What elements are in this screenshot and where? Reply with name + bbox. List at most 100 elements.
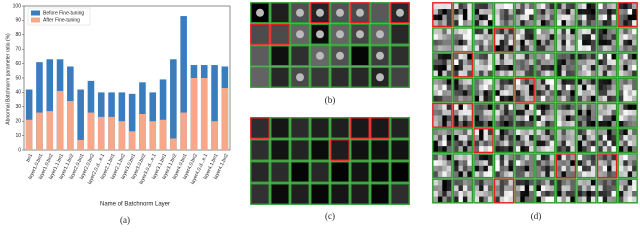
- filter-pixel: [483, 79, 489, 85]
- filter-pixel: [565, 179, 571, 186]
- filter-pixel: [611, 154, 617, 161]
- filter-pixel: [504, 129, 509, 136]
- filter-pixel: [529, 14, 534, 21]
- filter-pixel: [632, 129, 637, 136]
- filter-pixel: [524, 45, 530, 52]
- filter-pixel: [607, 185, 612, 192]
- filter-pixel: [462, 90, 468, 97]
- y-axis-label: Abnormal Batchnorm parameter ratio (%): [5, 33, 11, 125]
- filter-pixel: [437, 70, 443, 77]
- filter-pixel: [529, 129, 534, 136]
- filter-pixel: [540, 14, 546, 21]
- filter-pixel: [536, 154, 542, 161]
- filter-pixel: [487, 179, 493, 186]
- cell-border: [452, 153, 474, 179]
- feature-map: [291, 46, 309, 65]
- feature-blob: [376, 51, 384, 60]
- filter-pixel: [598, 65, 603, 71]
- filter-pixel: [454, 59, 459, 66]
- filter-pixel: [515, 191, 521, 197]
- filter-pixel: [433, 45, 439, 52]
- filter-pixel: [499, 196, 505, 203]
- filter-pixel: [549, 185, 555, 192]
- filter-pixel: [508, 154, 514, 161]
- filter-pixel: [602, 70, 608, 77]
- filter-pixel: [479, 115, 484, 122]
- x-tick-label: bn1: [25, 153, 34, 163]
- filter-pixel: [545, 179, 550, 186]
- filter-pixel: [467, 185, 472, 192]
- filter-pixel: [479, 45, 484, 52]
- filter-pixel: [454, 84, 459, 91]
- cell-border: [370, 23, 390, 45]
- filter-pixel: [627, 191, 633, 197]
- filter-pixel: [462, 140, 468, 147]
- filter-pixel: [536, 196, 542, 203]
- cell-border: [473, 102, 494, 128]
- filter-pixel: [520, 140, 525, 147]
- filter-pixel: [454, 53, 459, 60]
- filter-pixel: [557, 196, 562, 203]
- filter-pixel: [433, 53, 439, 60]
- filter-pixel: [586, 104, 592, 111]
- feature-blob: [356, 8, 364, 17]
- cell-border: [390, 161, 410, 183]
- filter-pixel: [627, 45, 633, 52]
- cell-border: [370, 161, 390, 183]
- filter-pixel: [570, 171, 575, 178]
- filter-pixel: [474, 34, 480, 41]
- filter-pixel: [458, 135, 464, 141]
- bar: [46, 111, 54, 150]
- filter-pixel: [598, 115, 603, 122]
- filter-pixel: [504, 140, 509, 147]
- feature-map: [391, 118, 409, 138]
- filter-pixel: [454, 191, 459, 197]
- feature-map: [351, 184, 369, 204]
- filter-pixel: [499, 146, 505, 152]
- feature-map: [331, 118, 349, 138]
- filter-pixel: [565, 3, 571, 10]
- filter-pixel: [557, 104, 562, 111]
- filter-pixel: [549, 90, 555, 97]
- filter-pixel: [442, 3, 447, 10]
- cell-border: [270, 161, 290, 183]
- filter-pixel: [504, 53, 509, 60]
- filter-pixel: [549, 165, 555, 172]
- filter-pixel: [598, 53, 603, 60]
- filter-pixel: [557, 79, 562, 85]
- filter-pixel: [495, 45, 500, 52]
- filter-pixel: [437, 28, 443, 35]
- filter-pixel: [536, 165, 542, 172]
- cell-border: [493, 153, 515, 179]
- filter-pixel: [474, 165, 480, 172]
- filter-pixel: [570, 196, 575, 203]
- filter-pixel: [540, 3, 546, 10]
- filter-pixel: [433, 191, 439, 197]
- filter-pixel: [442, 70, 447, 77]
- filter-pixel: [458, 28, 464, 35]
- filter-pixel: [446, 146, 452, 152]
- filter-pixel: [462, 120, 468, 127]
- filter-pixel: [570, 160, 575, 167]
- filter-pixel: [495, 135, 500, 141]
- filter-pixel: [474, 196, 480, 203]
- filter-pixel: [508, 45, 514, 52]
- filter-pixel: [586, 9, 592, 15]
- filter-pixel: [627, 34, 633, 41]
- filter-pixel: [590, 28, 596, 35]
- filter-pixel: [520, 9, 525, 15]
- filter-pixel: [632, 59, 637, 66]
- filter-pixel: [487, 185, 493, 192]
- filter-pixel: [520, 109, 525, 116]
- filter-pixel: [474, 120, 480, 127]
- filter-pixel: [632, 120, 637, 127]
- bar: [25, 89, 33, 150]
- filter-pixel: [570, 3, 575, 10]
- filter-pixel: [504, 95, 509, 102]
- filter-pixel: [437, 20, 443, 26]
- filter-pixel: [602, 34, 608, 41]
- filter-pixel: [545, 196, 550, 203]
- filter-pixel: [462, 53, 468, 60]
- filter-pixel: [504, 20, 509, 26]
